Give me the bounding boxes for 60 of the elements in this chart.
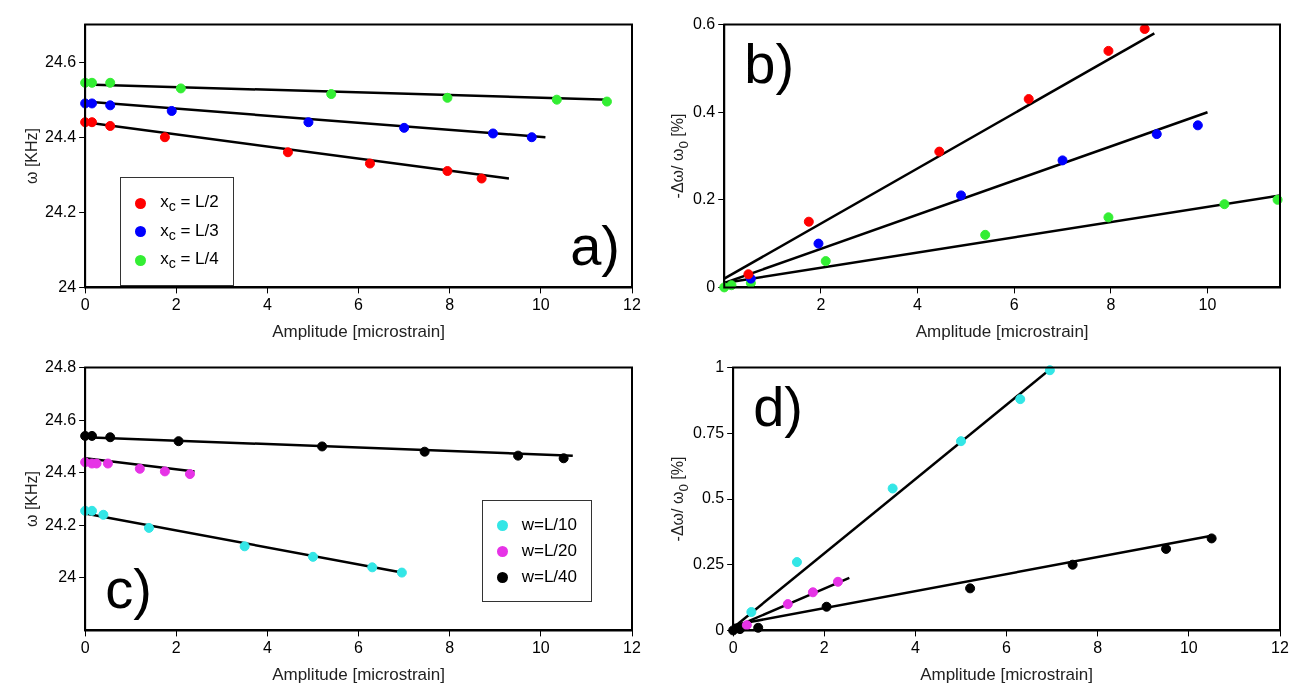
y-tick-label: 24.2	[45, 202, 77, 220]
x-tick-label: 8	[1106, 296, 1116, 314]
x-tick-label: 2	[816, 296, 826, 314]
annotation: b)	[744, 32, 795, 96]
y-tick-label: 0.75	[693, 423, 725, 441]
annotation: a)	[570, 213, 620, 277]
x-tick-label: 4	[910, 639, 920, 657]
legend-label: w=L/20	[521, 541, 577, 562]
x-tick-label: 12	[623, 296, 641, 314]
x-axis-title: Amplitude [microstrain]	[920, 665, 1094, 685]
x-tick-label: 12	[623, 639, 641, 657]
y-tick-label: 1	[715, 358, 725, 376]
y-tick-label: 24	[58, 277, 77, 295]
y-tick-label: 0.4	[692, 102, 716, 120]
x-tick-label: 10	[531, 296, 550, 314]
y-tick-label: 24.6	[45, 410, 77, 428]
x-tick-label: 6	[354, 296, 364, 314]
x-tick-label: 2	[171, 296, 181, 314]
y-tick-label: 24.8	[45, 358, 77, 376]
y-tick-label: 0.25	[693, 555, 725, 573]
x-tick-label: 6	[354, 639, 364, 657]
x-tick-label: 4	[262, 639, 272, 657]
x-tick-label: 12	[1271, 639, 1289, 657]
x-tick-label: 0	[80, 296, 90, 314]
legend-label: w=L/40	[521, 567, 577, 588]
y-tick-label: 0.6	[692, 15, 716, 33]
legend-label: x$_{c}$ = L/3	[160, 220, 219, 244]
legend-label: w=L/10	[521, 515, 577, 536]
x-tick-label: 2	[819, 639, 829, 657]
y-tick-label: 0.5	[701, 489, 725, 507]
x-tick-label: 4	[913, 296, 923, 314]
legend-label: x$_{c}$ = L/4	[160, 249, 219, 272]
x-tick-label: 4	[262, 296, 272, 314]
x-tick-label: 8	[445, 296, 455, 314]
y-tick-label: 24.4	[45, 127, 77, 145]
x-tick-label: 10	[1179, 639, 1198, 657]
x-tick-label: 0	[728, 639, 738, 657]
y-tick-label: 0	[706, 277, 716, 295]
x-axis-title: Amplitude [microstrain]	[272, 665, 446, 685]
x-tick-label: 6	[1009, 296, 1019, 314]
x-tick-label: 8	[445, 639, 455, 657]
y-tick-label: 24.2	[45, 515, 77, 533]
x-tick-label: 10	[1198, 296, 1217, 314]
annotation: c)	[105, 556, 152, 620]
x-axis-title: Amplitude [microstrain]	[272, 322, 446, 342]
x-axis-title: Amplitude [microstrain]	[915, 322, 1089, 342]
x-tick-label: 0	[80, 639, 90, 657]
x-tick-label: 2	[171, 639, 181, 657]
x-tick-label: 8	[1093, 639, 1103, 657]
x-tick-label: 6	[1002, 639, 1012, 657]
y-axis-title: ω [KHz]	[23, 470, 41, 528]
y-tick-label: 24	[58, 568, 77, 586]
y-tick-label: 24.4	[45, 463, 77, 481]
y-tick-label: 0.2	[692, 190, 716, 208]
y-tick-label: 0	[715, 620, 725, 638]
x-tick-label: 10	[531, 639, 550, 657]
annotation: d)	[753, 375, 803, 439]
y-tick-label: 24.6	[45, 52, 77, 70]
legend-label: x$_{c}$ = L/2	[160, 192, 219, 215]
y-axis-title: ω [KHz]	[23, 127, 41, 185]
